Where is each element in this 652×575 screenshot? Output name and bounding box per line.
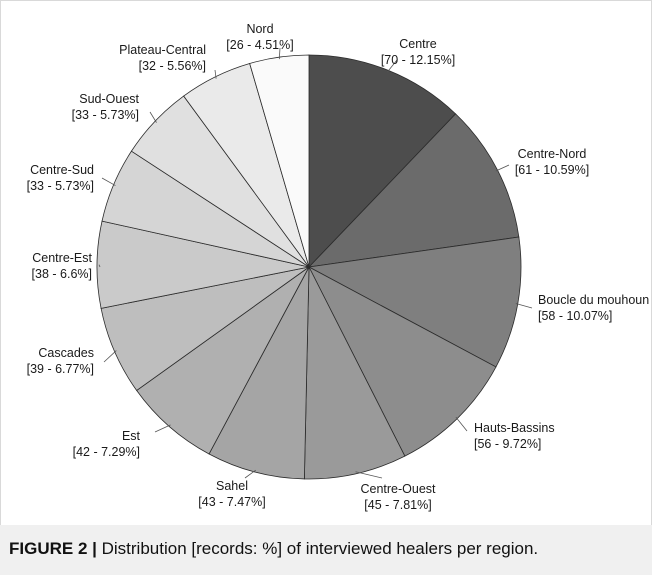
leader-line xyxy=(103,350,117,363)
slice-value-label: [61 - 10.59%] xyxy=(515,163,589,177)
pie-slice-sahel xyxy=(208,266,310,480)
leader-line xyxy=(355,471,383,479)
slice-label: Hauts-Bassins xyxy=(474,421,555,435)
leader-line xyxy=(455,416,468,432)
slice-label: Centre-Ouest xyxy=(360,482,436,496)
slice-label: Est xyxy=(122,429,141,443)
leader-line xyxy=(495,164,510,172)
slice-value-label: [42 - 7.29%] xyxy=(73,445,140,459)
slice-label: Centre-Est xyxy=(32,251,92,265)
slice-label: Sahel xyxy=(216,479,248,493)
slice-value-label: [38 - 6.6%] xyxy=(32,267,92,281)
slice-value-label: [45 - 7.81%] xyxy=(364,498,431,512)
leader-line xyxy=(214,69,217,79)
leader-line xyxy=(386,59,398,73)
leader-line xyxy=(515,303,533,309)
leader-line xyxy=(244,469,256,479)
slice-value-label: [58 - 10.07%] xyxy=(538,309,612,323)
slice-value-label: [33 - 5.73%] xyxy=(27,179,94,193)
leader-line xyxy=(154,424,171,433)
slice-label: Centre xyxy=(399,37,437,51)
slice-label: Cascades xyxy=(38,346,94,360)
pie-slice-est xyxy=(136,266,310,455)
slice-label: Centre-Nord xyxy=(518,147,587,161)
slice-label: Nord xyxy=(246,22,273,36)
leader-line xyxy=(278,47,281,60)
pie-slice-centre xyxy=(308,54,457,268)
pie-chart: Centre [70 - 12.15%] Centre-Nord [61 - 10.5… xyxy=(27,22,650,512)
caption-text: Distribution [records: %] of interviewed… xyxy=(96,539,539,558)
slice-label: Boucle du mouhoun xyxy=(538,293,649,307)
slice-value-label: [70 - 12.15%] xyxy=(381,53,455,67)
slice-value-label: [26 - 4.51%] xyxy=(226,38,293,52)
leader-line xyxy=(98,264,101,268)
slice-label: Sud-Ouest xyxy=(79,92,139,106)
leader-line xyxy=(149,111,157,123)
slice-value-label: [43 - 7.47%] xyxy=(198,495,265,509)
pie-slice-centre-ouest xyxy=(303,266,406,480)
slice-label: Plateau-Central xyxy=(119,43,206,57)
figure-caption: FIGURE 2 | Distribution [records: %] of … xyxy=(0,525,652,575)
slice-value-label: [33 - 5.73%] xyxy=(72,108,139,122)
slice-value-label: [32 - 5.56%] xyxy=(139,59,206,73)
leader-line xyxy=(101,177,116,186)
slice-value-label: [56 - 9.72%] xyxy=(474,437,541,451)
slice-label: Centre-Sud xyxy=(30,163,94,177)
slice-value-label: [39 - 6.77%] xyxy=(27,362,94,376)
caption-prefix: FIGURE 2 | xyxy=(9,539,97,558)
